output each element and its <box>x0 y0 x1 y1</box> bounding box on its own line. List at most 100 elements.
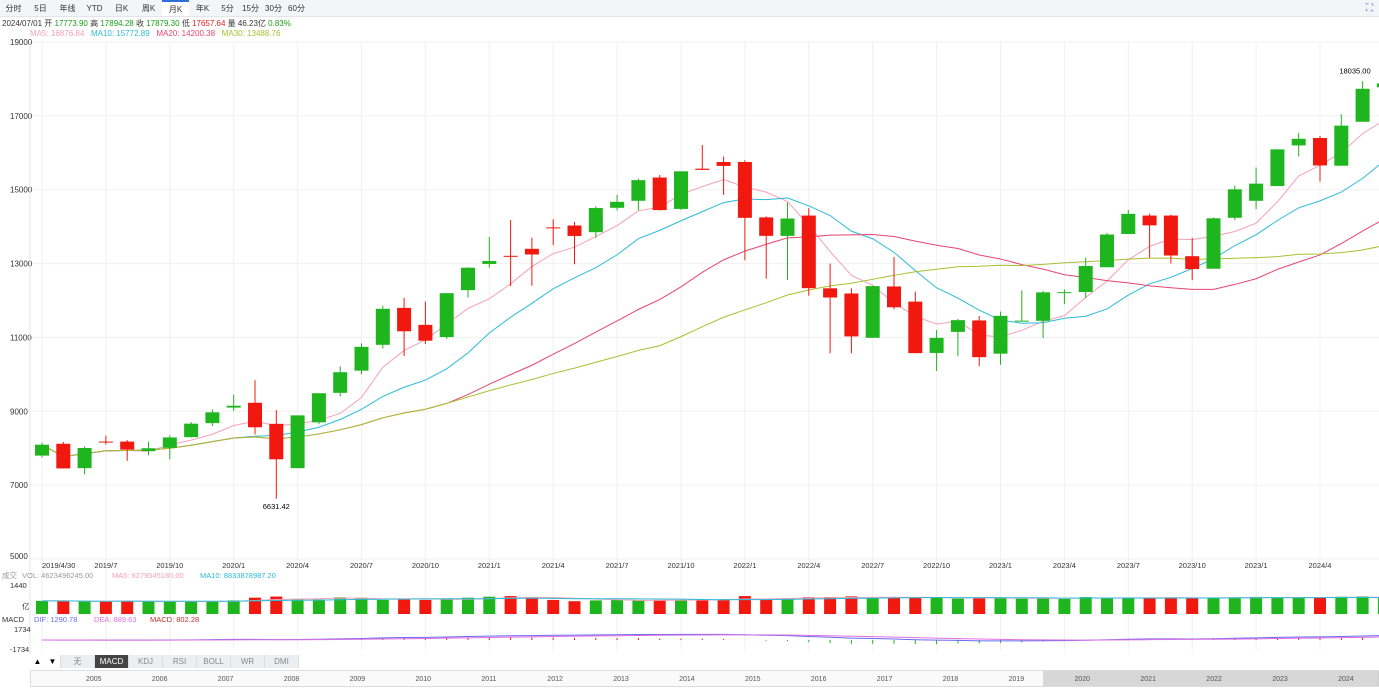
x-tick-label: 2022/10 <box>923 561 950 570</box>
volume-bar <box>398 599 411 614</box>
navigator-year: 2008 <box>283 676 300 683</box>
candle-body <box>375 308 390 345</box>
tab-7[interactable]: 年K <box>195 4 210 13</box>
volume-bar <box>802 597 815 614</box>
candle-body <box>141 448 156 452</box>
indicator-tab-dmi[interactable]: DMI <box>265 655 299 668</box>
tab-10[interactable]: 30分 <box>265 4 282 13</box>
tab-1[interactable]: 5日 <box>34 4 47 13</box>
volume-bar <box>185 601 198 614</box>
volume-bar <box>824 597 837 614</box>
candle-body <box>397 307 412 332</box>
tab-4[interactable]: 日K <box>114 4 129 13</box>
volume-bar <box>36 600 48 614</box>
candle-body <box>1376 83 1379 88</box>
low-label: 低 <box>181 19 190 28</box>
tab-0[interactable]: 分时 <box>5 4 22 13</box>
candle-body <box>56 443 71 469</box>
candle-body <box>1036 292 1051 321</box>
navigator-year: 2015 <box>745 676 761 683</box>
tab-9[interactable]: 15分 <box>242 4 259 13</box>
candle-body <box>1100 234 1114 268</box>
candle-body <box>1334 125 1349 166</box>
tab-3[interactable]: YTD <box>86 4 103 13</box>
navigator-year: 2009 <box>349 676 366 683</box>
navigator-year: 2021 <box>1140 676 1156 683</box>
indicator-tab-macd[interactable]: MACD <box>95 655 129 668</box>
ma5-legend: MA5: 16876.84 <box>30 29 85 38</box>
range-navigator[interactable]: 2005 2006 2007 2008 2009 2010 2011 2012 2013 2014… <box>30 670 1379 687</box>
close-value: 17879.30 <box>146 19 180 28</box>
candle-body <box>162 437 177 448</box>
candle-body <box>482 260 497 264</box>
volume-bar <box>483 596 496 614</box>
candle-body <box>865 286 880 338</box>
volume-bar <box>312 599 325 614</box>
indicator-tab-wr[interactable]: WR <box>231 655 265 668</box>
x-tick-label: 2020/10 <box>412 561 439 570</box>
volume-bar <box>291 599 304 614</box>
volume-bar <box>781 598 794 614</box>
candle-body <box>887 286 901 308</box>
tab-6[interactable]: 月K <box>162 0 189 16</box>
x-tick-label: 2020/1 <box>222 561 245 570</box>
x-tick-label: 2023/7 <box>1117 561 1140 570</box>
candle-body <box>1014 320 1029 322</box>
low-value: 17657.64 <box>192 19 226 28</box>
candle-body <box>439 293 454 338</box>
indicator-tab-无[interactable]: 无 <box>61 655 95 668</box>
fullscreen-icon[interactable]: ⛶ <box>1366 3 1373 14</box>
volume-bar <box>504 596 517 614</box>
navigator-year: 2013 <box>613 676 629 683</box>
candle-body <box>1291 138 1306 146</box>
kline-chart[interactable]: 19000 17000 15000 13000 11000 9000 7000 5000 201… <box>0 0 1379 655</box>
volume-bar <box>99 601 112 614</box>
candle-body <box>35 444 49 456</box>
y-tick-label: 9000 <box>10 407 28 416</box>
arrow-button[interactable]: ▲ <box>33 657 42 666</box>
navigator-year: 2024 <box>1338 676 1354 683</box>
indicator-arrows[interactable]: ▲ ▼ <box>30 655 61 668</box>
candle-body <box>823 288 838 298</box>
indicator-tab-kdj[interactable]: KDJ <box>129 655 163 668</box>
volume-bar <box>57 600 70 614</box>
volume-bar <box>142 601 155 614</box>
volume-bar <box>675 600 687 614</box>
volume-ma10: MA10: 8833878987.20 <box>200 571 276 580</box>
candle-body <box>1057 292 1072 294</box>
volume-bar <box>1015 598 1028 614</box>
x-tick-label: 2019/10 <box>156 561 183 570</box>
volume-bar <box>1164 597 1177 614</box>
candle-body <box>780 218 795 236</box>
candle-body <box>567 225 582 236</box>
candle-body <box>1185 256 1200 270</box>
x-tick-label: 2019/4/30 <box>42 561 75 570</box>
arrow-button[interactable]: ▼ <box>48 657 57 666</box>
tab-2[interactable]: 年线 <box>59 4 76 13</box>
candle-body <box>1078 265 1093 293</box>
volume-bar <box>632 600 645 614</box>
navigator-selection[interactable] <box>1043 671 1379 686</box>
candle-body <box>972 320 987 358</box>
candle-body <box>1355 88 1370 122</box>
pct-change: 0.83% <box>268 19 291 28</box>
tab-5[interactable]: 周K <box>141 4 156 13</box>
tab-8[interactable]: 5分 <box>221 4 234 13</box>
indicator-tab-boll[interactable]: BOLL <box>197 655 231 668</box>
ma10-line <box>41 164 1379 458</box>
candle-body <box>546 227 561 229</box>
candle-body <box>354 346 369 371</box>
x-tick-label: 2024/4 <box>1309 561 1332 570</box>
volume-bar <box>653 599 666 614</box>
volume-bar <box>1377 598 1379 614</box>
volume-bar <box>1356 596 1369 614</box>
indicator-tab-rsi[interactable]: RSI <box>163 655 197 668</box>
volume-bar <box>696 599 709 614</box>
volume-bar <box>1143 597 1156 614</box>
x-tick-label: 2023/4 <box>1053 561 1076 570</box>
volume-bar <box>760 599 773 614</box>
candle-body <box>1270 149 1285 187</box>
tab-11[interactable]: 60分 <box>288 4 305 13</box>
volume-top-label: 1440 <box>10 581 27 590</box>
candle-body <box>1163 215 1178 256</box>
